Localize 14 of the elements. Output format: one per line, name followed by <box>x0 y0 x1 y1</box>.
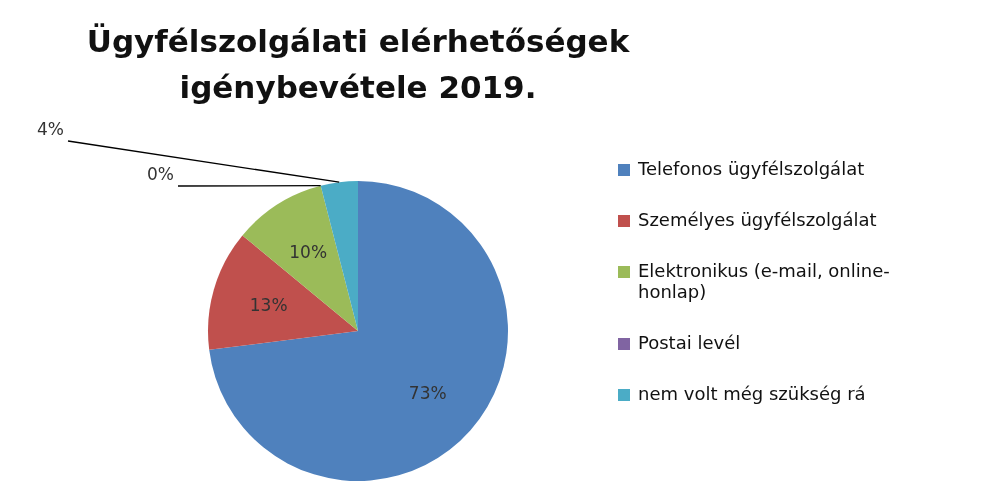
text: 0% <box>147 164 174 184</box>
data-label: 73% <box>408 382 447 403</box>
legend-label: Postai levél <box>638 332 742 353</box>
data-label: 13% <box>249 295 288 316</box>
pie-slice <box>209 181 508 481</box>
data-label: 4% <box>37 119 64 139</box>
legend-label: Telefonos ügyfélszolgálat <box>638 158 866 179</box>
pie-slice <box>242 185 358 331</box>
legend-label: Elektronikus (e-mail, online-honlap) <box>638 260 891 302</box>
legend-label: Személyes ügyfélszolgálat <box>638 209 878 230</box>
chart-title: Ügyfélszolgálati elérhetőségek igénybevétele 2019. <box>85 22 631 107</box>
data-label: 10% <box>289 242 328 263</box>
legend-label: nem volt még szükség rá <box>638 383 867 404</box>
pie-slice <box>208 235 358 350</box>
